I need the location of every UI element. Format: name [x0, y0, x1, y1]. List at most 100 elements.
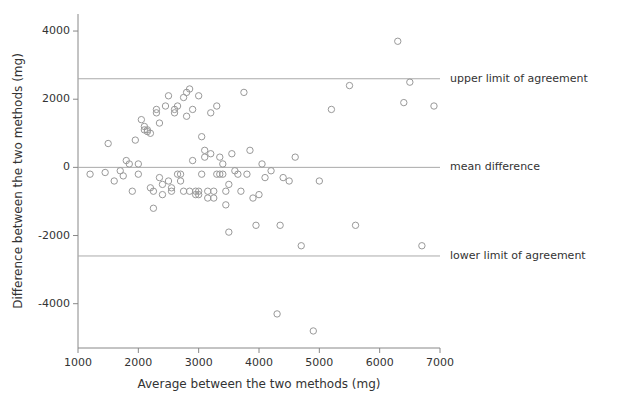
- point: [247, 147, 253, 153]
- point: [129, 188, 135, 194]
- point: [150, 205, 156, 211]
- point: [198, 171, 204, 177]
- chart: 1000200030004000500060007000-4000-200002…: [0, 0, 618, 405]
- point: [202, 147, 208, 153]
- point: [274, 311, 280, 317]
- point: [226, 181, 232, 187]
- point: [280, 174, 286, 180]
- x-axis-label: Average between the two methods (mg): [137, 377, 380, 391]
- point: [159, 181, 165, 187]
- annotation: upper limit of agreement: [450, 72, 589, 85]
- point: [138, 116, 144, 122]
- x-tick: [138, 348, 139, 353]
- x-tick-label: 5000: [305, 356, 333, 369]
- point: [135, 171, 141, 177]
- point: [419, 243, 425, 249]
- point: [195, 191, 201, 197]
- annotation: lower limit of agreement: [450, 249, 586, 262]
- point: [186, 86, 192, 92]
- point: [132, 137, 138, 143]
- y-axis-label: Difference between the two methods (mg): [11, 53, 25, 309]
- point: [220, 171, 226, 177]
- point: [150, 188, 156, 194]
- point: [211, 195, 217, 201]
- x-tick: [379, 348, 380, 353]
- point: [395, 38, 401, 44]
- point: [105, 140, 111, 146]
- point: [226, 229, 232, 235]
- point: [253, 222, 259, 228]
- point: [346, 82, 352, 88]
- point: [298, 243, 304, 249]
- point: [180, 188, 186, 194]
- y-axis-line: [78, 14, 79, 348]
- plot-area: [78, 38, 440, 334]
- point: [174, 103, 180, 109]
- point: [162, 103, 168, 109]
- point: [401, 99, 407, 105]
- y-tick: [73, 167, 78, 168]
- point: [195, 93, 201, 99]
- y-tick: [73, 99, 78, 100]
- x-tick: [78, 348, 79, 353]
- point: [328, 106, 334, 112]
- point: [177, 178, 183, 184]
- point: [238, 188, 244, 194]
- point: [189, 157, 195, 163]
- point: [244, 171, 250, 177]
- point: [229, 151, 235, 157]
- reference-line: [78, 255, 440, 256]
- point: [256, 191, 262, 197]
- point: [208, 110, 214, 116]
- point: [177, 171, 183, 177]
- y-tick-label: 0: [63, 160, 70, 173]
- point: [156, 174, 162, 180]
- point: [205, 195, 211, 201]
- point: [135, 161, 141, 167]
- y-tick-label: 2000: [42, 92, 70, 105]
- point: [153, 110, 159, 116]
- point: [310, 328, 316, 334]
- point: [223, 188, 229, 194]
- point: [241, 89, 247, 95]
- point: [352, 222, 358, 228]
- y-tick-label: -2000: [38, 229, 70, 242]
- point: [208, 151, 214, 157]
- point: [186, 188, 192, 194]
- y-tick-label: -4000: [38, 297, 70, 310]
- point: [183, 113, 189, 119]
- x-tick-label: 2000: [124, 356, 152, 369]
- point: [87, 171, 93, 177]
- x-tick-label: 3000: [185, 356, 213, 369]
- reference-line: [78, 167, 440, 168]
- point: [147, 130, 153, 136]
- point: [292, 154, 298, 160]
- x-tick-label: 4000: [245, 356, 273, 369]
- reference-line: [78, 78, 440, 79]
- point: [262, 174, 268, 180]
- point: [214, 103, 220, 109]
- point: [168, 185, 174, 191]
- point: [250, 195, 256, 201]
- x-tick-label: 7000: [426, 356, 454, 369]
- x-tick: [319, 348, 320, 353]
- point: [259, 161, 265, 167]
- point: [277, 222, 283, 228]
- point: [159, 191, 165, 197]
- x-tick: [440, 348, 441, 353]
- point: [235, 171, 241, 177]
- point: [102, 169, 108, 175]
- point: [211, 188, 217, 194]
- y-tick-label: 4000: [42, 24, 70, 37]
- point: [316, 178, 322, 184]
- point: [407, 79, 413, 85]
- x-tick-label: 1000: [64, 356, 92, 369]
- point: [165, 178, 171, 184]
- point: [205, 188, 211, 194]
- point: [220, 161, 226, 167]
- point: [120, 173, 126, 179]
- point: [126, 161, 132, 167]
- point: [111, 178, 117, 184]
- point: [286, 178, 292, 184]
- point: [268, 168, 274, 174]
